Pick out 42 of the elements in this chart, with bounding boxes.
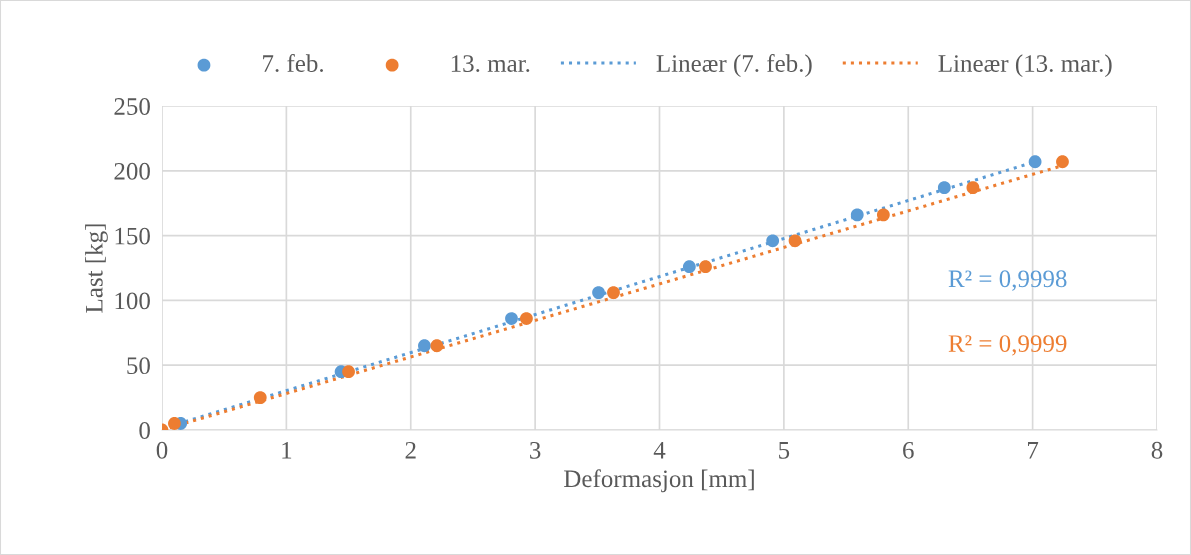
x-tick-label: 6	[903, 441, 914, 459]
y-tick-label: 250	[114, 98, 150, 115]
legend-label: Lineær (13. mar.)	[938, 54, 1112, 78]
y-axis-title: Last [kg]	[85, 224, 108, 313]
point	[937, 181, 951, 195]
y-tick-label: 0	[139, 422, 150, 439]
point	[766, 234, 780, 248]
x-tick-label: 7	[1028, 442, 1039, 459]
x-tick-label: 3	[530, 441, 541, 459]
point	[418, 339, 431, 353]
legend-label: 7. feb.	[263, 54, 323, 73]
point	[505, 312, 518, 325]
x-tick-label: 2	[405, 441, 416, 459]
point	[520, 312, 533, 325]
y-tick-label: 150	[115, 227, 150, 245]
point	[966, 181, 980, 195]
point	[1056, 155, 1069, 169]
point	[253, 391, 267, 404]
point	[788, 234, 802, 248]
x-tick-label: 0	[156, 441, 168, 459]
point	[342, 365, 355, 379]
y-tick-label: 50	[127, 357, 150, 375]
x-tick-label: 1	[282, 441, 292, 459]
y-tick-label: 100	[115, 292, 150, 310]
point	[682, 260, 696, 274]
x-axis-title: Deformasjon [mm]	[564, 469, 754, 493]
point	[699, 260, 712, 274]
point	[168, 417, 181, 430]
point	[850, 208, 864, 222]
point	[430, 339, 444, 353]
point	[1028, 155, 1042, 169]
x-tick-label: 4	[653, 442, 666, 459]
point	[607, 286, 620, 300]
point	[876, 208, 890, 222]
y-tick-label: 200	[114, 162, 150, 180]
annotation: R² = 0,9999	[948, 335, 1067, 356]
x-tick-label: 8	[1151, 441, 1163, 459]
legend-label: 13. mar.	[451, 55, 530, 73]
annotation: R² = 0,9998	[948, 270, 1067, 291]
x-tick-label: 5	[779, 442, 790, 459]
legend-label: Lineær (7. feb.)	[656, 54, 812, 78]
point	[592, 286, 605, 300]
